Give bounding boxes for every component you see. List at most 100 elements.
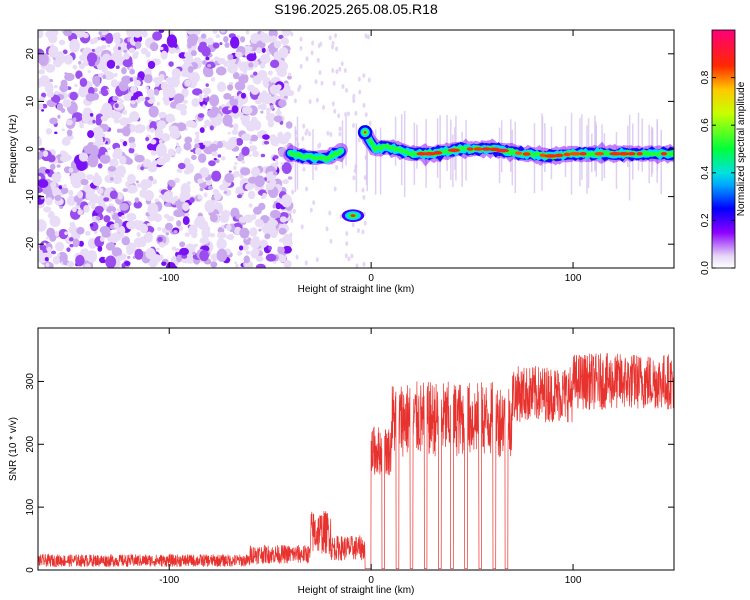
noise-speckle [335,165,339,171]
noise-speckle [115,255,124,262]
noise-speckle [202,60,207,65]
noise-speckle [113,118,121,124]
noise-speckle [331,40,335,46]
noise-speckle [38,179,49,188]
noise-speckle [121,205,127,211]
noise-speckle [341,83,345,89]
noise-speckle [152,178,157,185]
noise-speckle [216,231,227,239]
noise-speckle [332,80,336,86]
noise-speckle [126,220,137,230]
noise-speckle [326,130,330,136]
noise-speckle [207,63,212,68]
noise-speckle [356,228,360,234]
noise-speckle [225,224,232,231]
noise-speckle [366,34,370,40]
noise-speckle [232,71,240,80]
noise-speckle [160,50,168,60]
noise-speckle [235,51,243,58]
noise-speckle [69,91,78,101]
noise-speckle [207,185,214,191]
noise-speckle [271,31,277,35]
noise-speckle [282,234,293,246]
noise-speckle [109,190,118,200]
noise-speckle [173,229,178,234]
noise-speckle [129,142,137,149]
noise-speckle [165,222,173,231]
noise-speckle [42,150,49,157]
noise-speckle [362,261,366,267]
noise-speckle [91,48,96,52]
noise-speckle [94,205,104,214]
noise-speckle [113,222,120,229]
noise-speckle [199,41,207,48]
noise-speckle [57,114,61,119]
noise-speckle [180,182,191,196]
noise-speckle [112,95,119,102]
noise-speckle [134,197,140,203]
noise-speckle [299,36,303,42]
noise-speckle [305,56,309,62]
noise-speckle [82,112,91,124]
noise-speckle [149,42,159,52]
noise-speckle [262,227,272,235]
noise-speckle [325,226,329,232]
noise-speckle [59,205,63,209]
noise-speckle [264,233,271,240]
noise-speckle [165,113,175,123]
noise-speckle [199,167,210,178]
noise-speckle [247,46,253,51]
spectral-blob [363,131,367,134]
noise-speckle [283,95,288,99]
noise-speckle [105,242,116,251]
noise-speckle [262,134,270,140]
noise-speckle [281,194,292,208]
noise-speckle [47,154,56,163]
noise-speckle [191,98,200,107]
spectral-peak [473,147,483,151]
noise-speckle [192,251,196,256]
noise-speckle [41,103,48,109]
noise-speckle [260,103,267,111]
noise-speckle [156,247,160,251]
noise-speckle [50,250,57,255]
y-tick-label: 300 [25,373,36,390]
noise-speckle [364,112,368,118]
noise-speckle [189,197,195,203]
noise-speckle [287,176,293,180]
noise-speckle [122,140,128,147]
noise-speckle [123,49,128,53]
noise-speckle [209,213,218,223]
noise-speckle [129,77,134,82]
noise-speckle [238,216,247,224]
noise-speckle [74,83,78,88]
noise-speckle [145,51,151,58]
colorbar-gradient [711,29,736,269]
noise-speckle [97,197,105,207]
noise-speckle [195,215,206,224]
noise-speckle [184,212,190,217]
noise-speckle [267,120,275,128]
noise-speckle [252,150,260,158]
noise-speckle [352,123,356,129]
noise-speckle [136,183,143,188]
noise-speckle [245,30,250,35]
noise-speckle [166,86,176,99]
noise-speckle [320,80,324,86]
noise-speckle [282,178,289,185]
noise-speckle [204,119,211,127]
noise-speckle [314,79,318,85]
noise-speckle [243,71,247,76]
colorbar-tick-label: 0.8 [700,70,711,84]
noise-speckle [117,46,121,50]
y-tick-label: 20 [25,48,36,60]
noise-speckle [66,129,73,137]
noise-speckle [304,130,308,136]
noise-speckle [215,66,227,76]
noise-speckle [241,105,253,115]
noise-speckle [84,231,91,236]
noise-speckle [244,183,254,191]
noise-speckle [79,123,85,129]
noise-speckle [49,233,57,242]
noise-speckle [248,203,253,208]
